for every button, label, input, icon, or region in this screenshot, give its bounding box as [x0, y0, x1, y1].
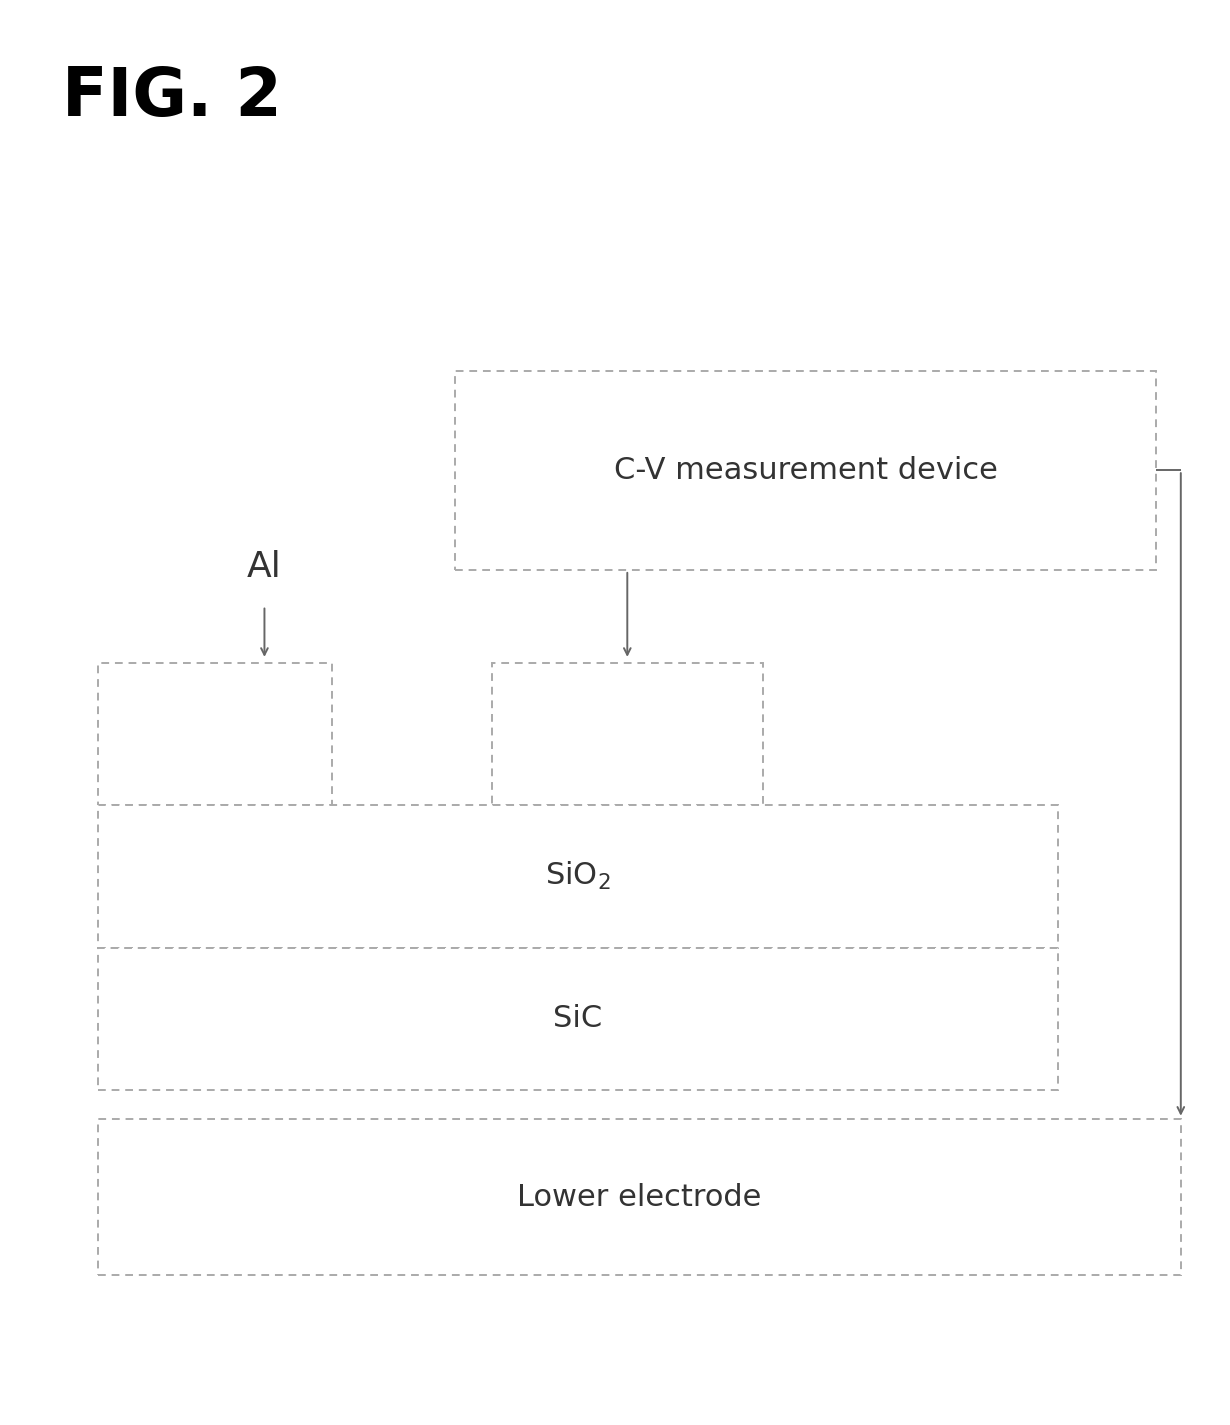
Text: Al: Al: [247, 550, 282, 584]
Text: SiC: SiC: [554, 1005, 603, 1033]
Text: SiO$_2$: SiO$_2$: [545, 861, 611, 892]
Bar: [98, 663, 332, 805]
Bar: [492, 663, 763, 805]
Bar: [98, 948, 1058, 1090]
Bar: [98, 1119, 1181, 1275]
Text: FIG. 2: FIG. 2: [62, 64, 282, 130]
Text: Lower electrode: Lower electrode: [518, 1183, 761, 1211]
Bar: [98, 805, 1058, 948]
Text: C-V measurement device: C-V measurement device: [614, 456, 998, 484]
Bar: [455, 370, 1156, 570]
